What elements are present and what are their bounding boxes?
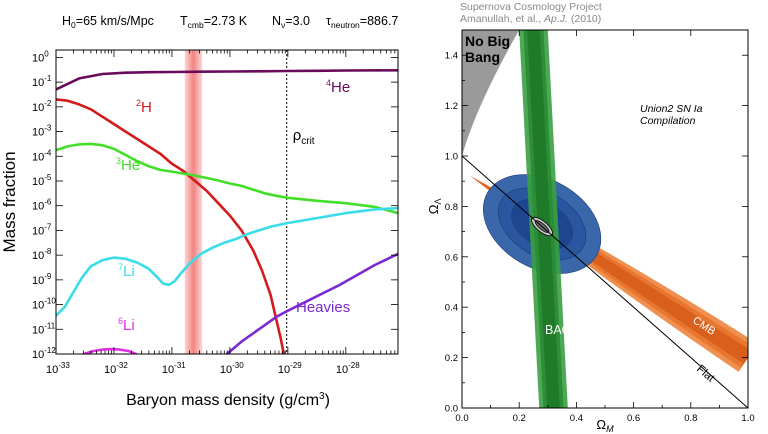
y-tick-label: 10-3 — [32, 124, 52, 139]
x-axis-label: Baryon mass density (g/cm3) — [126, 391, 330, 409]
series-label-6Li: 6Li — [118, 316, 135, 334]
no-big-bang-label-2: Bang — [465, 49, 500, 65]
contours — [462, 30, 748, 408]
series-7Li-line — [56, 206, 398, 317]
y-tick-label: 10-2 — [32, 99, 52, 114]
y-tick-label: 100 — [32, 49, 49, 64]
x-axis-label: ΩM — [596, 417, 614, 434]
x-tick-label: 10-28 — [336, 361, 360, 376]
x-tick-label: 1.0 — [741, 413, 754, 424]
credit-line-2: Amanullah, et al., Ap.J. (2010) — [460, 13, 601, 25]
series-6Li-line — [82, 347, 138, 354]
y-tick-label: 0.0 — [445, 404, 458, 415]
y-tick-label: 10-8 — [32, 247, 52, 262]
series-4He-line — [56, 69, 398, 91]
x-tick-label: 10-30 — [220, 361, 244, 376]
y-tick-label: 0.6 — [445, 252, 458, 263]
series-2H-line — [56, 98, 286, 354]
y-tick-label: 10-7 — [32, 222, 52, 237]
bao-contour-3 — [527, 30, 560, 408]
y-tick-label: 1.0 — [445, 152, 458, 163]
compilation-label-1: Union2 SN Ia — [640, 103, 703, 115]
series-label-Heavies: Heavies — [296, 299, 350, 316]
y-tick-label: 10-12 — [32, 346, 56, 361]
series-3He-line — [56, 142, 398, 215]
baryon-density-band — [184, 50, 203, 354]
bao-label: BAO — [545, 323, 572, 337]
y-tick-label: 10-1 — [32, 74, 52, 89]
no-big-bang-label-1: No Big — [465, 33, 510, 49]
y-tick-label: 0.4 — [445, 303, 458, 314]
series-label-2H: 2H — [136, 98, 152, 116]
x-tick-label: 10-31 — [162, 361, 186, 376]
header-h0: H0=65 km/s/Mpc — [62, 14, 154, 30]
flat-universe-line — [462, 155, 748, 408]
y-tick-label: 10-5 — [32, 173, 52, 188]
y-tick-label: 1.2 — [445, 101, 458, 112]
header-nnu: Nν=3.0 — [272, 14, 310, 30]
critical-density-label: ρcrit — [293, 127, 315, 147]
x-tick-label: 0.8 — [684, 413, 697, 424]
series-label-7Li: 7Li — [118, 262, 135, 280]
x-tick-label: 0.0 — [455, 413, 468, 424]
series-Heavies-line — [225, 252, 398, 354]
y-tick-label: 0.8 — [445, 202, 458, 213]
y-axis-label: ΩΛ — [426, 199, 443, 215]
no-big-bang-region — [462, 30, 520, 156]
y-tick-label: 10-11 — [32, 321, 56, 336]
x-tick-label: 0.4 — [570, 413, 583, 424]
series-label-3He: 3He — [116, 156, 140, 174]
compilation-label-2: Compilation — [640, 115, 696, 127]
sne-label: SNe — [560, 167, 584, 181]
y-tick-label: 10-10 — [32, 297, 56, 312]
header-tcmb: Tcmb=2.73 K — [180, 14, 248, 30]
y-tick-label: 0.2 — [445, 353, 458, 364]
x-tick-label: 0.2 — [513, 413, 526, 424]
x-tick-label: 10-29 — [278, 361, 302, 376]
bbn-abundance-chart: H0=65 km/s/Mpc Tcmb=2.73 K Nν=3.0 τneutron=… — [0, 14, 400, 409]
y-axis-label: Mass fraction — [0, 151, 19, 252]
x-tick-label: 10-32 — [104, 361, 128, 376]
header-tau: τneutron=886.7 s — [326, 14, 400, 30]
y-tick-label: 10-6 — [32, 198, 52, 213]
x-tick-label: 10-33 — [46, 361, 70, 376]
y-tick-label: 1.4 — [445, 51, 458, 62]
y-tick-label: 10-4 — [32, 148, 52, 163]
x-tick-label: 0.6 — [627, 413, 640, 424]
series-label-4He: 4He — [326, 78, 350, 96]
credit-line-1: Supernova Cosmology Project — [460, 1, 602, 13]
flat-label: Flat — [694, 363, 717, 385]
y-tick-label: 10-9 — [32, 272, 52, 287]
curves — [56, 69, 398, 354]
